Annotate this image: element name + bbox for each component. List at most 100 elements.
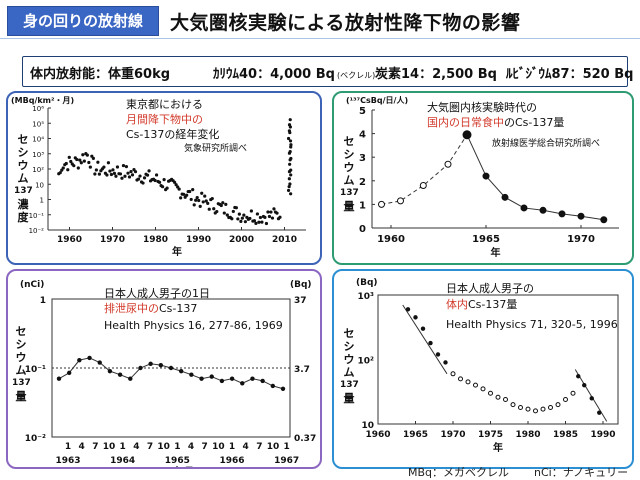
data-point bbox=[280, 386, 286, 391]
y-label-char: シ bbox=[343, 148, 355, 161]
data-point bbox=[230, 217, 234, 221]
data-point bbox=[106, 161, 111, 165]
data-point bbox=[201, 200, 205, 204]
data-point bbox=[179, 196, 183, 200]
data-point bbox=[194, 198, 198, 202]
data-point bbox=[158, 362, 164, 368]
data-point bbox=[145, 173, 150, 177]
data-point bbox=[219, 203, 223, 208]
body-radioactivity-bar: 体内放射能：体重60kg ｶﾘｳﾑ40：4,000 Bq (ベクレル) 炭素14：… bbox=[22, 56, 633, 87]
x-tick-label: 1965 bbox=[403, 430, 428, 440]
data-point bbox=[589, 396, 594, 401]
month-tick-label: 7 bbox=[92, 442, 98, 452]
data-point bbox=[141, 181, 145, 185]
data-point bbox=[269, 210, 273, 214]
data-point bbox=[108, 169, 112, 173]
data-point bbox=[242, 213, 246, 217]
data-point bbox=[153, 178, 157, 183]
panel-daily-diet: (¹³⁷CsBq/日/人) 0 1 2 3 4 5 1960 1965 1970 年 大気圏内核実験時… bbox=[332, 91, 634, 265]
plot-frame bbox=[377, 294, 619, 425]
x-tick-label: 1985 bbox=[553, 430, 578, 440]
data-point bbox=[236, 217, 240, 221]
left-unit-label: (nCi) bbox=[20, 280, 44, 290]
y-label-char: シ bbox=[15, 338, 27, 351]
y-label-char: セ bbox=[17, 133, 29, 146]
data-point bbox=[148, 361, 153, 367]
data-point bbox=[112, 171, 117, 175]
x-tick-label: 2010 bbox=[272, 235, 297, 245]
data-point-open bbox=[480, 386, 486, 392]
data-point bbox=[129, 169, 133, 174]
month-tick-label: 7 bbox=[256, 442, 262, 452]
annotation-line: 日本人成人男子の bbox=[446, 281, 534, 295]
y-label-char: 量 bbox=[15, 390, 27, 403]
data-point bbox=[67, 155, 71, 159]
x-axis-label: 年 bbox=[172, 245, 182, 258]
year-tick-label: 1965 bbox=[165, 456, 190, 466]
data-point bbox=[221, 201, 225, 205]
annotation-line: Health Physics 16, 277-86, 1969 bbox=[104, 319, 283, 332]
data-point bbox=[501, 193, 509, 201]
y-tick-label: 1 bbox=[359, 200, 366, 211]
data-point-open bbox=[510, 402, 516, 408]
data-point bbox=[378, 200, 385, 208]
annotation-highlight: 国内の日常食中 bbox=[427, 115, 504, 129]
data-point bbox=[287, 185, 291, 189]
data-point bbox=[87, 160, 91, 165]
data-point bbox=[288, 182, 292, 186]
y-tick-label: 10 bbox=[361, 421, 374, 431]
annotation-line: 排泄尿中のCs-137 bbox=[104, 301, 197, 315]
trend-line bbox=[574, 369, 608, 422]
data-point bbox=[397, 197, 404, 205]
data-point-open bbox=[540, 406, 546, 412]
data-point bbox=[107, 368, 113, 374]
data-point bbox=[600, 216, 608, 224]
panel-body-content: (Bq) 10³ 10² 10 1960 1965 1970 1975 1980 1985 1990… bbox=[332, 269, 634, 469]
y-tick-label: 2 bbox=[359, 177, 366, 188]
data-point bbox=[286, 136, 291, 141]
data-point-open bbox=[533, 408, 538, 414]
data-point bbox=[288, 118, 292, 122]
data-point bbox=[188, 189, 192, 194]
x-tick-label: 1980 bbox=[515, 430, 540, 440]
data-point-open bbox=[473, 382, 478, 388]
panel-urine: (nCi) (Bq) 1 37 10⁻¹ 3.7 10⁻² 0.37 1 4 7 10 1 4 7 10 1 4 7… bbox=[6, 269, 322, 469]
data-point bbox=[66, 168, 70, 172]
data-point bbox=[287, 123, 292, 127]
month-tick-label: 4 bbox=[79, 442, 85, 452]
data-point bbox=[114, 174, 118, 178]
annotation-line: 日本人成人男子の1日 bbox=[104, 286, 210, 300]
data-point bbox=[248, 216, 252, 221]
data-point bbox=[94, 168, 98, 172]
data-point bbox=[289, 168, 293, 172]
data-point bbox=[87, 355, 92, 361]
data-point bbox=[102, 165, 106, 169]
x-axis-label: 年 bbox=[493, 441, 503, 454]
data-point bbox=[111, 168, 115, 172]
data-point bbox=[210, 196, 214, 201]
data-point bbox=[197, 198, 201, 203]
data-point bbox=[174, 183, 178, 187]
data-point bbox=[405, 307, 411, 312]
data-point bbox=[270, 216, 275, 220]
data-point bbox=[286, 188, 291, 193]
data-point bbox=[576, 374, 581, 379]
unit-label: (MBq/km²・月) bbox=[11, 96, 74, 105]
data-point bbox=[264, 221, 269, 226]
data-point bbox=[105, 173, 109, 177]
source-note: 放射線医学総合研究所調べ bbox=[492, 137, 600, 149]
data-point-open bbox=[555, 402, 561, 408]
y-label-char: ウ bbox=[343, 353, 355, 366]
trend-line bbox=[402, 304, 448, 375]
data-point bbox=[225, 213, 229, 217]
left-tick-label: 10⁻¹ bbox=[25, 365, 46, 375]
annotation-line: 大気圏内核実験時代の bbox=[427, 100, 537, 114]
y-axis-label-tokyo: セシウム 137 濃度 bbox=[14, 133, 33, 224]
data-point bbox=[270, 383, 276, 389]
data-point bbox=[64, 161, 68, 166]
data-point bbox=[254, 221, 258, 225]
data-point bbox=[209, 374, 214, 379]
data-point bbox=[127, 175, 132, 179]
data-point bbox=[96, 160, 100, 164]
y-label-char: セ bbox=[15, 325, 27, 338]
